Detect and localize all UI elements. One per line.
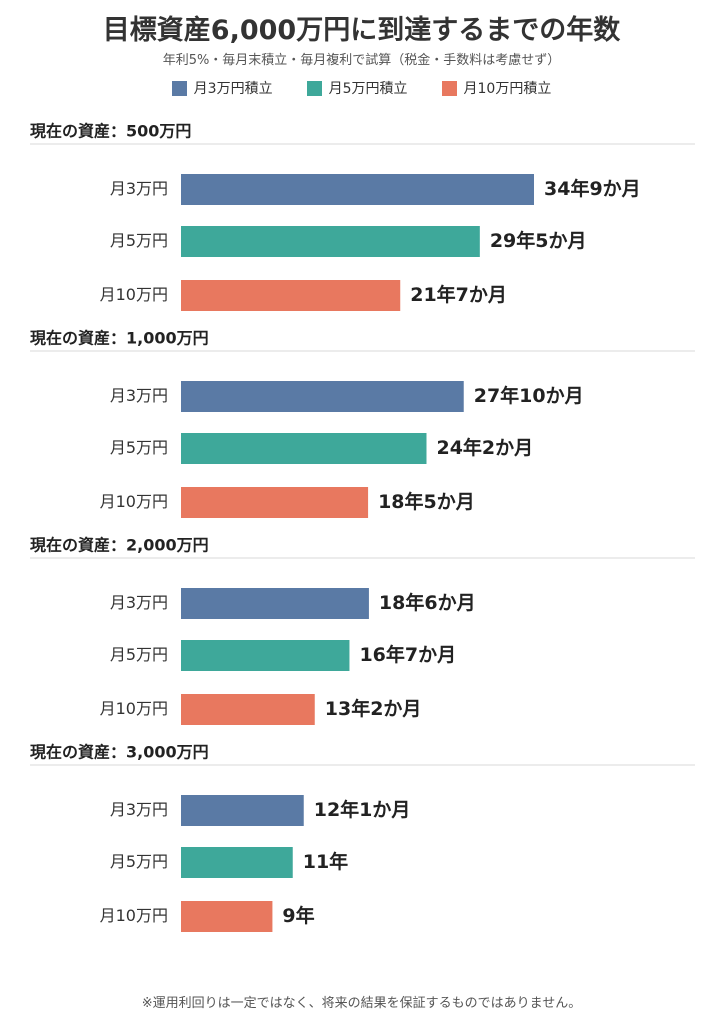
legend-entry-monthly-30k: 月3万円積立 bbox=[171, 78, 273, 98]
group-header: 現在の資産：1,000万円 bbox=[30, 329, 209, 348]
category-label: 月3万円 bbox=[110, 386, 168, 405]
legend-entry-monthly-100k: 月10万円積立 bbox=[441, 78, 552, 98]
bar bbox=[181, 433, 427, 464]
category-label: 月3万円 bbox=[110, 800, 168, 819]
legend-label: 月3万円積立 bbox=[193, 81, 273, 97]
bar bbox=[181, 694, 315, 725]
legend-swatch bbox=[441, 80, 457, 96]
category-label: 月5万円 bbox=[110, 438, 168, 457]
value-label: 11年 bbox=[303, 850, 348, 873]
value-label: 18年5か月 bbox=[378, 490, 475, 513]
bar bbox=[181, 174, 534, 205]
value-label: 29年5か月 bbox=[490, 229, 587, 252]
footnote: ※運用利回りは一定ではなく、将来の結果を保証するものではありません。 bbox=[141, 996, 582, 1011]
value-label: 34年9か月 bbox=[544, 177, 641, 200]
bar bbox=[181, 381, 464, 412]
bar bbox=[181, 847, 293, 878]
value-label: 18年6か月 bbox=[379, 591, 476, 614]
category-label: 月10万円 bbox=[100, 285, 168, 304]
legend-swatch bbox=[171, 80, 187, 96]
legend-entry-monthly-50k: 月5万円積立 bbox=[306, 78, 408, 98]
category-label: 月3万円 bbox=[110, 179, 168, 198]
legend: 月3万円積立 月5万円積立 月10万円積立 bbox=[0, 78, 723, 98]
bar bbox=[181, 795, 304, 826]
value-label: 16年7か月 bbox=[359, 643, 456, 666]
group-header: 現在の資産：3,000万円 bbox=[30, 743, 209, 762]
category-label: 月3万円 bbox=[110, 593, 168, 612]
chart-subtitle: 年利5%・毎月末積立・毎月複利で試算（税金・手数料は考慮せず） bbox=[162, 53, 561, 68]
bar bbox=[181, 588, 369, 619]
category-label: 月10万円 bbox=[100, 492, 168, 511]
value-label: 24年2か月 bbox=[436, 436, 533, 459]
legend-label: 月5万円積立 bbox=[328, 81, 408, 97]
legend-swatch bbox=[306, 80, 322, 96]
category-label: 月5万円 bbox=[110, 231, 168, 250]
bar bbox=[181, 487, 369, 518]
value-label: 27年10か月 bbox=[474, 384, 584, 407]
bar bbox=[181, 280, 401, 311]
bar bbox=[181, 901, 273, 932]
value-label: 13年2か月 bbox=[325, 697, 422, 720]
bar bbox=[181, 226, 480, 257]
category-label: 月5万円 bbox=[110, 852, 168, 871]
bar bbox=[181, 640, 350, 671]
category-label: 月10万円 bbox=[100, 906, 168, 925]
group-header: 現在の資産：500万円 bbox=[30, 122, 191, 141]
group-header: 現在の資産：2,000万円 bbox=[30, 536, 209, 555]
legend-label: 月10万円積立 bbox=[463, 81, 552, 97]
value-label: 21年7か月 bbox=[410, 283, 507, 306]
chart-title: 目標資産6,000万円に到達するまでの年数 bbox=[102, 15, 621, 46]
category-label: 月10万円 bbox=[100, 699, 168, 718]
category-label: 月5万円 bbox=[110, 645, 168, 664]
value-label: 9年 bbox=[282, 904, 314, 927]
value-label: 12年1か月 bbox=[314, 798, 411, 821]
